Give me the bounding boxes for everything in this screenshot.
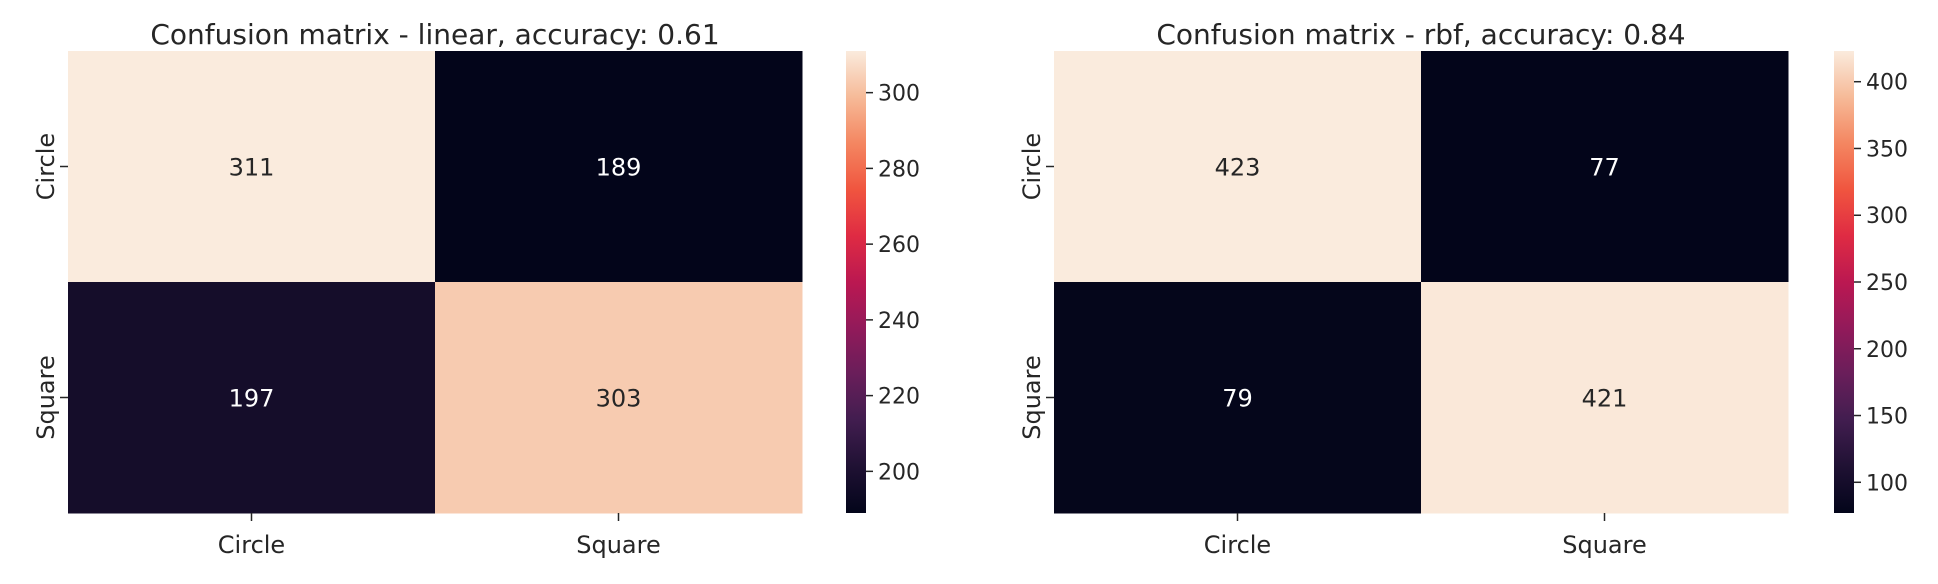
- x-tick-label-circle: Circle: [218, 531, 285, 559]
- colorbar: [1834, 51, 1854, 513]
- x-tick-label-square: Square: [1562, 531, 1647, 559]
- chart-title: Confusion matrix - rbf, accuracy: 0.84: [1156, 18, 1685, 51]
- y-tick-label-square: Square: [1018, 355, 1046, 440]
- colorbar-tick-label: 150: [1866, 405, 1908, 430]
- heatmap-cell-r1-c0: [1054, 282, 1422, 514]
- heatmap-panel-2: Confusion matrix - rbf, accuracy: 0.84 42…: [1018, 18, 1908, 559]
- heatmap-cell-r0-c0: [68, 51, 436, 283]
- cell-value-label: 303: [596, 385, 642, 413]
- colorbar-tick-label: 240: [878, 309, 920, 334]
- colorbar-tick-label: 300: [1866, 204, 1908, 229]
- cell-value-label: 197: [229, 385, 275, 413]
- cell-value-label: 77: [1589, 154, 1620, 182]
- colorbar-tick-label: 250: [1866, 271, 1908, 296]
- heatmap-cell-r1-c1: [435, 282, 803, 514]
- colorbar-tick-label: 280: [878, 157, 920, 182]
- x-tick-label-circle: Circle: [1204, 531, 1271, 559]
- y-tick-label-circle: Circle: [1018, 133, 1046, 200]
- colorbar: [846, 51, 866, 513]
- colorbar-tick-label: 100: [1866, 471, 1908, 496]
- heatmap-cell-r0-c1: [1421, 51, 1789, 283]
- colorbar-tick-label: 200: [1866, 338, 1908, 363]
- heatmap-cell-r1-c0: [68, 282, 436, 514]
- y-tick-label-square: Square: [32, 355, 60, 440]
- x-tick-label-square: Square: [576, 531, 661, 559]
- cell-value-label: 423: [1215, 154, 1261, 182]
- colorbar-tick-label: 200: [878, 460, 920, 485]
- heatmap-cell-r1-c1: [1421, 282, 1789, 514]
- cell-value-label: 421: [1582, 385, 1628, 413]
- cell-value-label: 189: [596, 154, 642, 182]
- y-tick-label-circle: Circle: [32, 133, 60, 200]
- heatmap-cell-r0-c0: [1054, 51, 1422, 283]
- colorbar-tick-label: 350: [1866, 137, 1908, 162]
- cell-value-label: 311: [229, 154, 275, 182]
- colorbar-tick-label: 260: [878, 233, 920, 258]
- heatmap-cell-r0-c1: [435, 51, 803, 283]
- chart-title: Confusion matrix - linear, accuracy: 0.6…: [150, 18, 719, 51]
- cell-value-label: 79: [1222, 385, 1253, 413]
- heatmap-panel-1: Confusion matrix - linear, accuracy: 0.6…: [32, 18, 920, 559]
- colorbar-tick-label: 400: [1866, 71, 1908, 96]
- colorbar-tick-label: 220: [878, 385, 920, 410]
- colorbar-tick-label: 300: [878, 82, 920, 107]
